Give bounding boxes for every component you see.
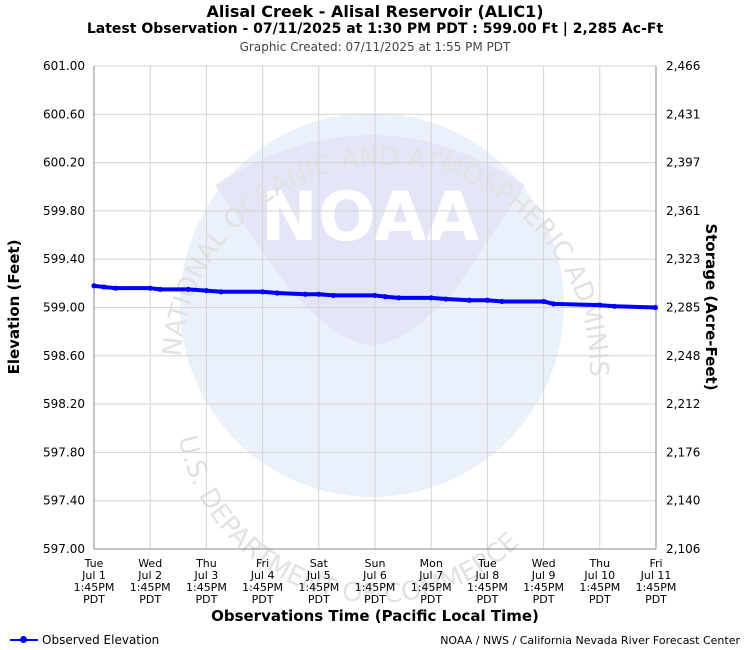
grid-lines (93, 65, 657, 550)
series-layer (91, 283, 659, 311)
data-point (260, 289, 266, 295)
y-tick-label: 600.60 (43, 107, 85, 121)
data-point (541, 298, 547, 305)
y2-tick-label: 2,140 (666, 494, 700, 508)
x-tick-label: Fri Jul 11 1:45PM PDT (636, 557, 677, 606)
y-axis-ticks: 601.00 600.60 600.20 599.80 599.40 599.00 598.… (43, 59, 85, 556)
series-line-observed-elevation (92, 283, 658, 310)
x-axis-ticks: Tue Jul 1 1:45PM PDT Wed Jul 2 1:45PM PDT Thu Jul… (74, 557, 677, 606)
data-point (302, 291, 308, 297)
x-tick-label: Fri Jul 4 1:45PM PDT (242, 557, 283, 606)
data-point (185, 286, 191, 292)
x-tick-label: Wed Jul 2 1:45PM PDT (130, 557, 171, 606)
y2-axis-label: Storage (Acre-Feet) (702, 223, 720, 390)
y-tick-label: 599.40 (43, 252, 85, 266)
y-tick-label: 598.60 (43, 349, 85, 363)
y-tick-label: 597.80 (43, 445, 85, 459)
x-tick-label: Sun Jul 6 1:45PM PDT (355, 557, 396, 606)
data-point (101, 284, 107, 290)
watermark-logo-text: NOAA (261, 178, 480, 257)
x-tick-label: Wed Jul 9 1:45PM PDT (523, 557, 564, 606)
x-tick-label: Tue Jul 8 1:45PM PDT (467, 557, 508, 606)
data-point (652, 304, 659, 311)
data-point (466, 297, 472, 303)
y-tick-label: 600.20 (43, 156, 85, 170)
chart-subtitle: Latest Observation - 07/11/2025 at 1:30 … (86, 21, 664, 37)
y2-tick-label: 2,323 (666, 252, 700, 266)
data-point (113, 285, 119, 291)
data-point (330, 292, 337, 299)
data-point (147, 285, 153, 291)
y-axis-label: Elevation (Feet) (5, 240, 23, 375)
x-axis-label: Observations Time (Pacific Local Time) (211, 607, 539, 625)
data-point (396, 295, 402, 301)
y2-tick-label: 2,431 (666, 107, 700, 121)
y-tick-label: 597.00 (43, 542, 85, 556)
data-point (443, 296, 449, 302)
y2-tick-label: 2,248 (666, 349, 700, 363)
data-point (382, 294, 388, 300)
y2-tick-label: 2,397 (666, 156, 700, 170)
data-point (484, 297, 490, 303)
y2-tick-label: 2,176 (666, 445, 700, 459)
y-tick-label: 599.00 (43, 301, 85, 315)
data-point (218, 289, 224, 295)
data-point (550, 301, 557, 307)
data-point (499, 298, 505, 305)
x-tick-label: Thu Jul 10 1:45PM PDT (579, 557, 620, 606)
x-tick-label: Mon Jul 7 1:45PM PDT (411, 557, 452, 606)
data-point (157, 286, 163, 292)
y2-tick-label: 2,466 (666, 59, 700, 73)
chart-title: Alisal Creek - Alisal Reservoir (ALIC1) (206, 2, 544, 21)
y2-tick-label: 2,106 (666, 542, 700, 556)
y2-tick-label: 2,361 (666, 204, 700, 218)
data-point (611, 303, 618, 309)
graphic-created-text: Graphic Created: 07/11/2025 at 1:55 PM P… (239, 40, 511, 54)
y-tick-label: 599.80 (43, 204, 85, 218)
legend: Observed Elevation (10, 633, 159, 647)
credit-text: NOAA / NWS / California Nevada River For… (440, 634, 740, 647)
y2-axis-ticks: 2,466 2,431 2,397 2,361 2,323 2,285 2,248 2,212… (666, 59, 700, 556)
y-tick-label: 598.20 (43, 397, 85, 411)
data-point (428, 295, 434, 301)
x-tick-label: Tue Jul 1 1:45PM PDT (74, 557, 115, 606)
y2-tick-label: 2,285 (666, 301, 700, 315)
data-point (274, 290, 280, 296)
data-point (372, 292, 378, 299)
legend-line-icon (10, 633, 38, 647)
noaa-watermark: NOAA NATIONAL OCEANIC AND ATMOSPHERIC AD… (0, 0, 613, 610)
x-tick-label: Thu Jul 3 1:45PM PDT (186, 557, 227, 606)
data-point (203, 287, 209, 294)
x-tick-label: Sat Jul 5 1:45PM PDT (298, 557, 339, 606)
data-point (597, 302, 603, 308)
y-tick-label: 601.00 (43, 59, 85, 73)
y-tick-label: 597.40 (43, 494, 85, 508)
data-point (316, 291, 322, 297)
y2-tick-label: 2,212 (666, 397, 700, 411)
data-point (91, 283, 97, 289)
legend-label: Observed Elevation (42, 633, 160, 647)
